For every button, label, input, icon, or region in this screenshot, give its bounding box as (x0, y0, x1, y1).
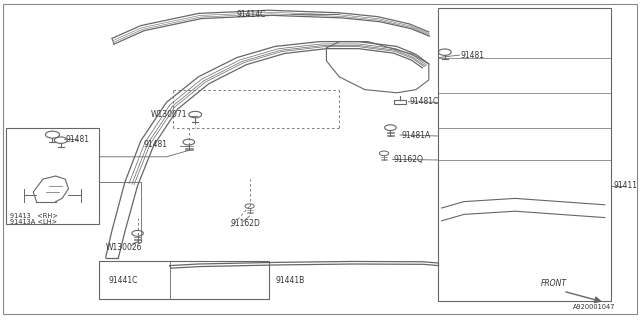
Text: A920001047: A920001047 (573, 304, 616, 310)
Text: 91162D: 91162D (230, 219, 260, 228)
Text: 91481: 91481 (144, 140, 168, 149)
Text: 91411: 91411 (613, 181, 637, 190)
Text: 91413A <LH>: 91413A <LH> (10, 220, 57, 225)
Text: 91162Q: 91162Q (394, 155, 424, 164)
Text: 91441C: 91441C (109, 276, 138, 285)
Bar (6, 128, 99, 224)
Text: 91481C: 91481C (410, 97, 439, 106)
Text: FRONT: FRONT (541, 279, 567, 288)
Text: 91481: 91481 (461, 51, 485, 60)
Text: W130026: W130026 (106, 243, 142, 252)
Text: 91481: 91481 (65, 135, 90, 144)
Bar (438, 8, 611, 301)
Text: 91413   <RH>: 91413 <RH> (10, 213, 58, 219)
Bar (99, 261, 269, 299)
Text: 91481A: 91481A (401, 131, 431, 140)
Text: 91441B: 91441B (275, 276, 305, 285)
Text: 91414C: 91414C (237, 10, 266, 19)
Text: W130071: W130071 (150, 110, 187, 119)
Bar (394, 100, 406, 104)
